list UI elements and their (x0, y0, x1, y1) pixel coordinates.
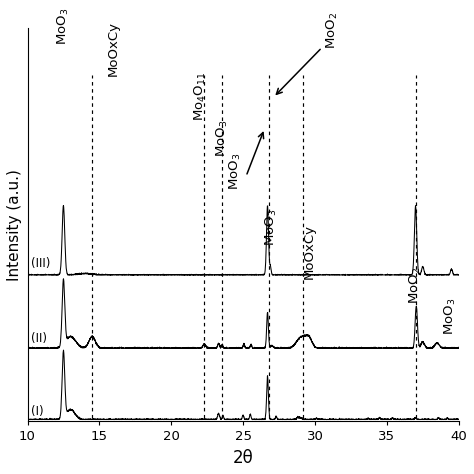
Text: MoO$_3$: MoO$_3$ (56, 8, 71, 46)
Text: (I): (I) (31, 405, 44, 418)
Text: Mo$_4$O$_{11}$: Mo$_4$O$_{11}$ (192, 71, 208, 120)
Text: MoO$_2$: MoO$_2$ (325, 12, 340, 49)
Text: MoOxCy: MoOxCy (107, 21, 120, 76)
Text: MoO$_3$: MoO$_3$ (215, 120, 230, 157)
Text: MoOxCy: MoOxCy (303, 224, 316, 279)
Text: MoO$_3$: MoO$_3$ (264, 209, 279, 246)
X-axis label: 2θ: 2θ (233, 449, 254, 467)
Text: (II): (II) (31, 332, 47, 345)
Text: (III): (III) (31, 256, 50, 270)
Text: MoO$_2$: MoO$_2$ (408, 267, 423, 304)
Text: MoO$_3$: MoO$_3$ (228, 153, 244, 190)
Y-axis label: Intensity (a.u.): Intensity (a.u.) (7, 169, 22, 281)
Text: MoO$_3$: MoO$_3$ (443, 298, 457, 335)
